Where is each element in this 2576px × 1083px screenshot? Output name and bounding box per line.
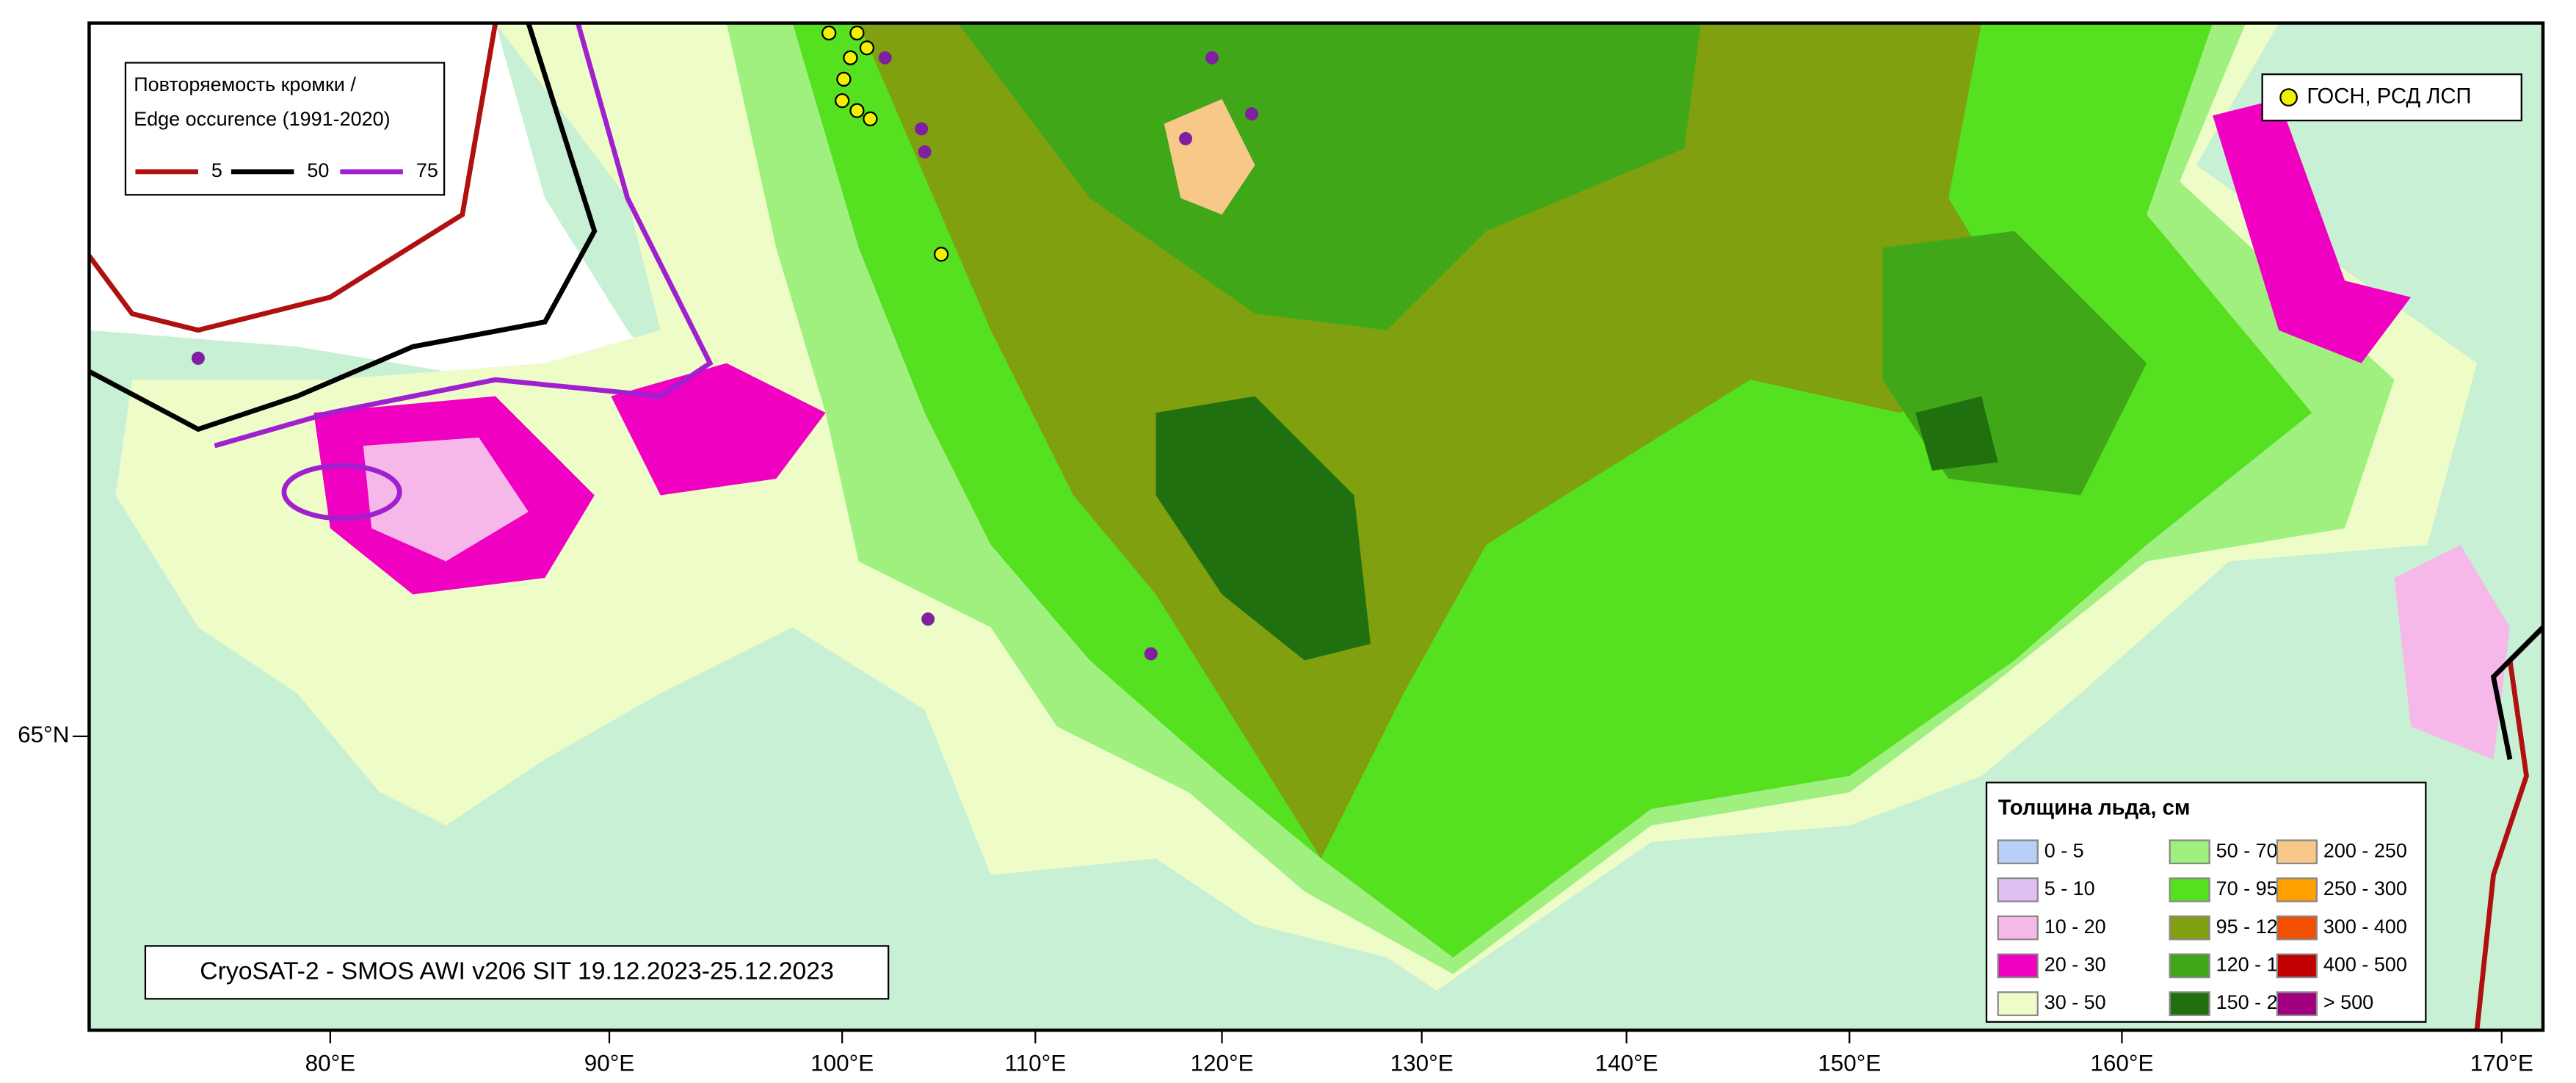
edge-legend: Повторяемость кромки / Edge occurence (1… [124,62,446,196]
drift-point [915,122,929,136]
lon-label: 150°E [1818,1051,1881,1076]
legend-title: Толщина льда, см [1998,796,2191,819]
ice-120-150-north [957,23,1701,330]
station-point [835,93,850,109]
ice-10-20 [363,437,529,562]
thickness-legend: Толщина льда, см 0 - 5 5 - 10 10 - 20 20 - … [1985,781,2427,1023]
map-area [89,23,2544,1031]
ice-200-250 [1164,98,1255,215]
legend-label: 250 - 300 [2323,877,2407,899]
lon-label: 170°E [2470,1051,2533,1076]
lon-label: 120°E [1190,1051,1253,1076]
legend-label: 20 - 30 [2045,953,2106,975]
lat-label: 65°N [18,722,69,747]
edge-line-50 [89,23,598,432]
legend-swatch [2276,915,2318,941]
edge-line-75-loop [281,463,402,521]
legend-label: 5 - 10 [2045,877,2095,899]
drift-point [1179,131,1193,145]
legend-label: 75 [416,159,438,181]
legend-title: Edge occurence (1991-2020) [134,108,390,130]
caption-box: CryoSAT-2 - SMOS AWI v206 SIT 19.12.2023… [144,945,890,1000]
legend-swatch [1997,991,2039,1016]
lon-label: 90°E [584,1051,635,1076]
edge-line-75 [214,23,714,449]
legend-label: 50 - 70 [2216,839,2278,861]
legend-label: 5 [211,159,222,181]
legend-label: 10 - 20 [2045,916,2106,938]
drift-point [878,51,892,65]
map-frame [87,21,2545,1032]
legend-swatch [2169,915,2210,941]
ice-20-30-east [2213,98,2412,363]
stations [191,25,1259,661]
station-point [836,71,852,87]
points-legend: ГОСН, РСД ЛСП [2261,73,2522,122]
legend-swatch [1997,953,2039,979]
legend-swatch [1997,877,2039,902]
legend-swatch [2169,839,2210,865]
ice-150-200 [1155,396,1371,661]
legend-swatch [1997,915,2039,941]
legend-label: 200 - 250 [2323,839,2407,861]
lon-label: 140°E [1595,1051,1658,1076]
legend-swatch [2276,877,2318,902]
legend-swatch [2276,953,2318,979]
legend-swatch [1997,839,2039,865]
legend-label: 400 - 500 [2323,953,2407,975]
legend-swatch [2279,88,2298,107]
legend-label: 300 - 400 [2323,916,2407,938]
caption: CryoSAT-2 - SMOS AWI v206 SIT 19.12.2023… [200,957,834,985]
drift-point [1205,51,1219,65]
lon-label: 130°E [1390,1051,1454,1076]
legend-box [2261,73,2522,122]
lon-label: 110°E [1004,1051,1066,1076]
edge-line-50-east [2490,626,2544,760]
station-point [863,111,878,127]
station-point [934,247,949,262]
station-point [849,25,865,41]
legend-label: 50 [307,159,329,181]
legend-title: Повторяемость кромки / [134,73,356,95]
legend-swatch [2169,991,2210,1016]
lon-label: 100°E [810,1051,874,1076]
station-point [821,25,837,41]
drift-point [191,351,205,365]
edge-line-5 [89,23,498,333]
legend-swatch [2276,839,2318,865]
legend-label: 0 - 5 [2045,839,2084,861]
legend-label: > 500 [2323,991,2373,1013]
station-point [859,40,875,56]
station-point [843,50,858,65]
lon-label: 80°E [305,1051,356,1076]
legend-swatch [2276,991,2318,1016]
drift-point [918,145,932,159]
drift-point [921,612,935,626]
lon-label: 160°E [2090,1051,2153,1076]
drift-point [1245,107,1259,121]
legend-label: ГОСН, РСД ЛСП [2307,84,2471,108]
legend-label: 70 - 95 [2216,877,2278,899]
legend-label: 30 - 50 [2045,991,2106,1013]
station-point [849,103,865,118]
ice-10-20-east [2394,544,2511,760]
legend-swatch [2169,953,2210,979]
drift-point [1144,647,1158,661]
ice-150-200-east [1915,396,1998,471]
caption-frame [144,945,890,1000]
legend-swatch [2169,877,2210,902]
